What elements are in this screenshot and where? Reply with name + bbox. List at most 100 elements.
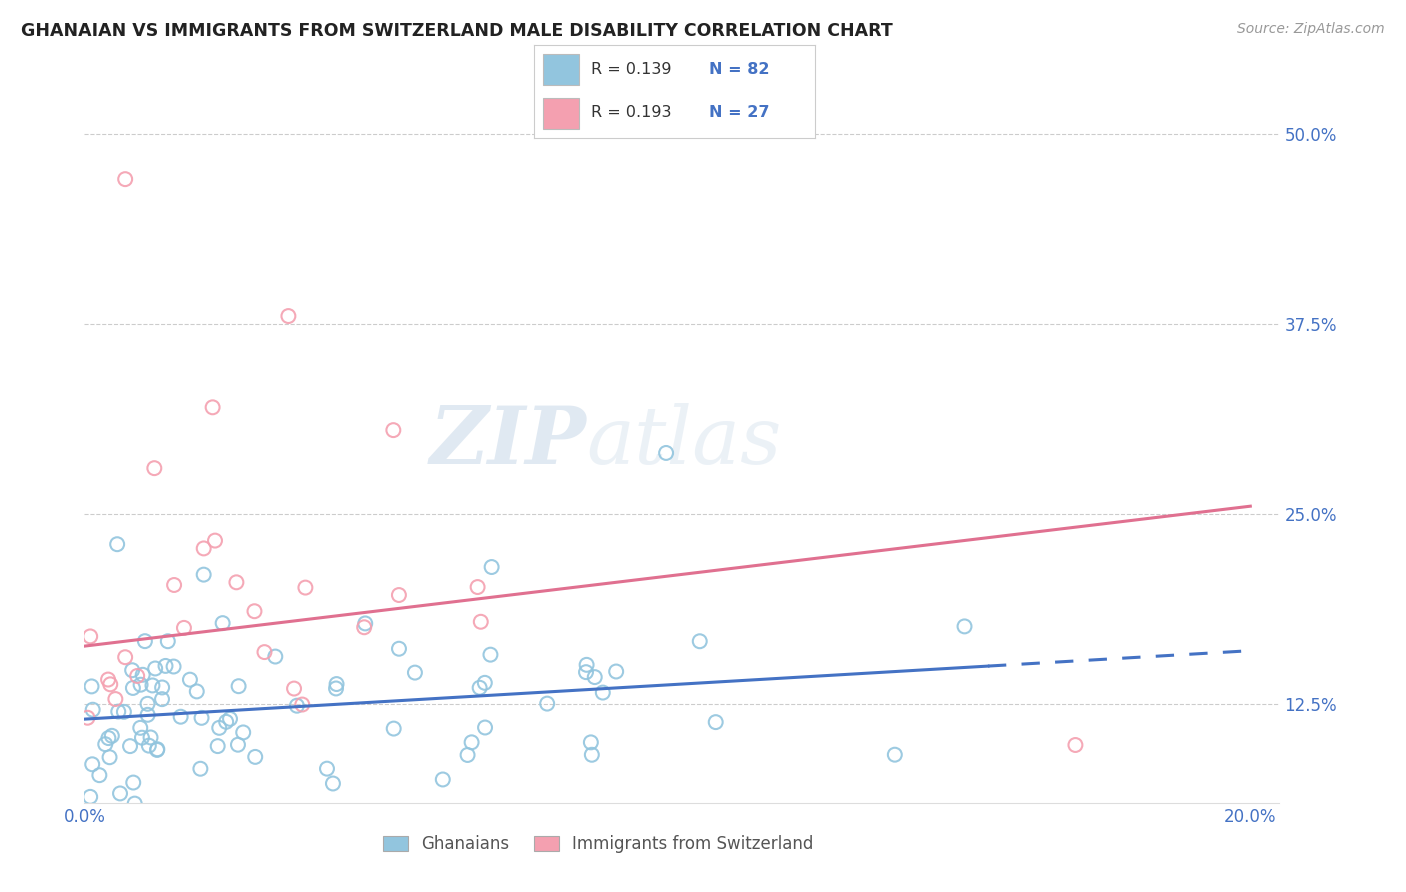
Ghanaians <box>468 681 491 695</box>
Text: GHANAIAN VS IMMIGRANTS FROM SWITZERLAND MALE DISABILITY CORRELATION CHART: GHANAIAN VS IMMIGRANTS FROM SWITZERLAND … <box>21 22 893 40</box>
Immigrants from Switzerland <box>193 541 215 556</box>
Ghanaians <box>143 661 166 675</box>
Immigrants from Switzerland <box>470 615 492 629</box>
Ghanaians <box>162 659 184 673</box>
Immigrants from Switzerland <box>163 578 186 592</box>
Ghanaians <box>131 667 153 681</box>
Ghanaians <box>150 681 173 695</box>
Text: ZIP: ZIP <box>429 403 586 480</box>
Ghanaians <box>689 634 711 648</box>
Ghanaians <box>316 762 339 776</box>
Immigrants from Switzerland <box>127 669 149 683</box>
Ghanaians <box>953 619 976 633</box>
Ghanaians <box>82 757 104 772</box>
Text: N = 82: N = 82 <box>709 62 769 77</box>
Ghanaians <box>474 675 496 690</box>
Ghanaians <box>94 737 117 751</box>
Immigrants from Switzerland <box>382 423 405 437</box>
FancyBboxPatch shape <box>543 54 579 85</box>
Ghanaians <box>215 714 238 729</box>
Immigrants from Switzerland <box>388 588 411 602</box>
Ghanaians <box>245 750 267 764</box>
Ghanaians <box>592 685 614 699</box>
Ghanaians <box>129 721 152 735</box>
Ghanaians <box>179 673 201 687</box>
Ghanaians <box>605 665 627 679</box>
Ghanaians <box>460 735 482 749</box>
Immigrants from Switzerland <box>243 604 266 618</box>
Immigrants from Switzerland <box>283 681 305 696</box>
Ghanaians <box>146 742 169 756</box>
Ghanaians <box>474 721 496 735</box>
Ghanaians <box>131 731 153 745</box>
Ghanaians <box>101 729 124 743</box>
Ghanaians <box>388 641 411 656</box>
Ghanaians <box>79 789 101 804</box>
Ghanaians <box>575 665 598 680</box>
Ghanaians <box>122 775 145 789</box>
Ghanaians <box>575 657 598 672</box>
Ghanaians <box>141 678 163 692</box>
Ghanaians <box>112 705 135 719</box>
Immigrants from Switzerland <box>1064 738 1087 752</box>
Ghanaians <box>219 712 242 726</box>
Immigrants from Switzerland <box>173 621 195 635</box>
Ghanaians <box>581 747 603 762</box>
Immigrants from Switzerland <box>204 533 226 548</box>
Ghanaians <box>325 677 347 691</box>
Ghanaians <box>150 692 173 706</box>
Text: atlas: atlas <box>586 403 782 480</box>
Text: R = 0.139: R = 0.139 <box>591 62 671 77</box>
Ghanaians <box>704 715 727 730</box>
Ghanaians <box>122 681 145 695</box>
Ghanaians <box>82 703 104 717</box>
Ghanaians <box>536 697 558 711</box>
Ghanaians <box>211 616 233 631</box>
Ghanaians <box>404 665 426 680</box>
Immigrants from Switzerland <box>225 575 247 590</box>
Ghanaians <box>193 567 215 582</box>
Ghanaians <box>325 681 347 696</box>
Immigrants from Switzerland <box>114 650 136 665</box>
Immigrants from Switzerland <box>114 172 136 186</box>
Ghanaians <box>457 747 479 762</box>
Immigrants from Switzerland <box>353 620 375 634</box>
Ghanaians <box>134 634 156 648</box>
Ghanaians <box>583 670 606 684</box>
Ghanaians <box>108 787 131 801</box>
Ghanaians <box>226 738 249 752</box>
Immigrants from Switzerland <box>467 580 489 594</box>
Ghanaians <box>228 679 250 693</box>
Ghanaians <box>138 739 160 753</box>
Ghanaians <box>136 697 159 711</box>
Ghanaians <box>264 649 287 664</box>
FancyBboxPatch shape <box>543 98 579 129</box>
Ghanaians <box>432 772 454 787</box>
Ghanaians <box>129 678 152 692</box>
Ghanaians <box>186 684 208 698</box>
Immigrants from Switzerland <box>143 461 166 475</box>
Ghanaians <box>208 721 231 735</box>
Ghanaians <box>169 709 191 723</box>
Ghanaians <box>136 707 159 722</box>
Ghanaians <box>139 731 162 745</box>
Ghanaians <box>97 731 120 745</box>
Ghanaians <box>579 735 602 749</box>
Ghanaians <box>89 768 111 782</box>
Ghanaians <box>207 739 229 753</box>
Ghanaians <box>146 743 169 757</box>
Ghanaians <box>190 762 212 776</box>
Immigrants from Switzerland <box>253 645 276 659</box>
Immigrants from Switzerland <box>79 629 101 643</box>
Ghanaians <box>80 680 103 694</box>
Immigrants from Switzerland <box>277 309 299 323</box>
Ghanaians <box>354 616 377 631</box>
Ghanaians <box>98 750 121 764</box>
Ghanaians <box>382 722 405 736</box>
Text: R = 0.193: R = 0.193 <box>591 105 671 120</box>
Ghanaians <box>121 663 143 677</box>
Ghanaians <box>105 537 128 551</box>
Ghanaians <box>322 776 344 790</box>
Immigrants from Switzerland <box>98 677 121 691</box>
Ghanaians <box>190 711 212 725</box>
